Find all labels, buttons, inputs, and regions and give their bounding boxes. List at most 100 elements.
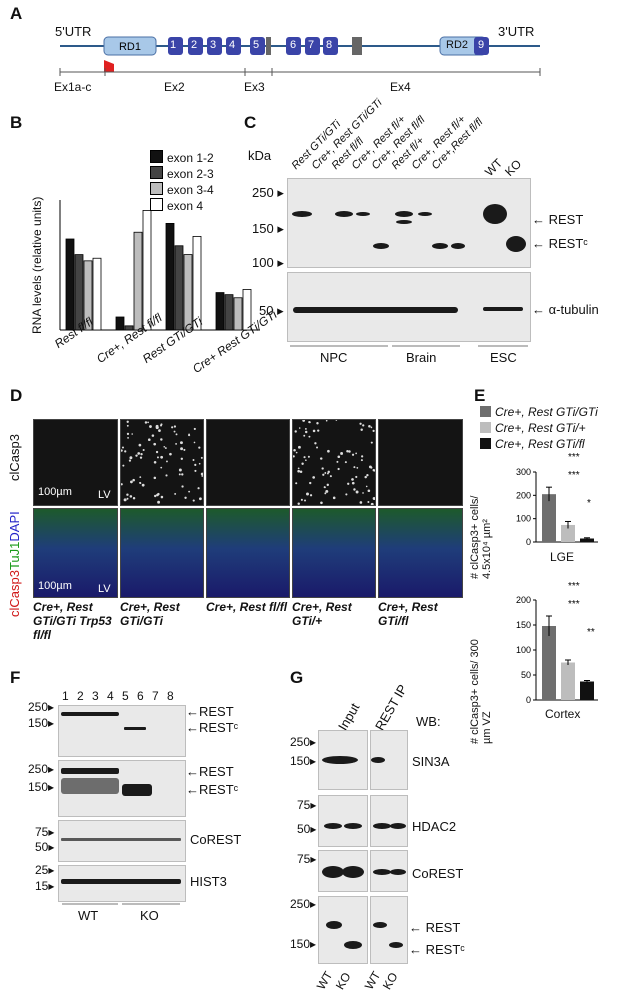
speckle bbox=[153, 442, 157, 446]
speckle bbox=[181, 473, 184, 476]
speckle bbox=[327, 470, 330, 474]
speckle bbox=[153, 461, 157, 464]
speckle bbox=[325, 489, 329, 493]
exon-8-label: 8 bbox=[326, 39, 333, 51]
blot-g-2b bbox=[370, 795, 408, 847]
speckle bbox=[372, 429, 375, 432]
speckle bbox=[192, 499, 195, 502]
gene-structure-diagram: RD1 bbox=[59, 36, 541, 76]
micrograph-r2c4 bbox=[292, 508, 376, 598]
speckle bbox=[156, 456, 159, 459]
legend-text: exon 4 bbox=[167, 199, 204, 213]
exon-3-box bbox=[207, 37, 222, 55]
speckle bbox=[314, 442, 317, 445]
d-scale-1: 100µm bbox=[38, 486, 72, 498]
f-group-wt: WT bbox=[78, 908, 99, 923]
speckle bbox=[155, 424, 159, 428]
e-xlabel-top: LGE bbox=[550, 550, 575, 564]
f-band-corest: CoREST bbox=[190, 832, 242, 847]
d-col-3: Cre+, Rest fl/fl bbox=[206, 600, 288, 614]
speckle bbox=[126, 432, 130, 436]
band bbox=[389, 942, 403, 948]
rd1-text: RD1 bbox=[119, 41, 141, 53]
rd1-box bbox=[103, 36, 157, 56]
speckle bbox=[321, 467, 324, 470]
lane-number: 3 bbox=[92, 689, 99, 703]
speckle bbox=[336, 460, 339, 463]
panel-d-label: D bbox=[10, 386, 23, 405]
b-bar bbox=[115, 316, 125, 331]
legend-swatch bbox=[150, 166, 163, 179]
micrograph-r1c2 bbox=[120, 419, 204, 506]
speckle bbox=[312, 476, 316, 479]
speckle bbox=[121, 446, 125, 449]
lane-number: 8 bbox=[167, 689, 174, 703]
speckle bbox=[326, 483, 329, 487]
panel-f-label: F bbox=[10, 668, 21, 687]
speckle bbox=[324, 486, 326, 489]
speckle bbox=[181, 485, 184, 488]
band bbox=[483, 204, 507, 224]
speckle bbox=[309, 494, 313, 497]
speckle bbox=[359, 501, 363, 504]
speckle bbox=[132, 496, 136, 500]
speckle bbox=[157, 500, 161, 504]
speckle bbox=[130, 480, 133, 484]
sig-label: * bbox=[587, 498, 591, 509]
speckle bbox=[154, 494, 157, 498]
speckle bbox=[320, 501, 323, 505]
band bbox=[418, 212, 432, 216]
exon-2-label: 2 bbox=[191, 39, 198, 51]
blot-c-bands bbox=[290, 204, 528, 347]
speckle bbox=[142, 448, 145, 452]
exon-6-label: 6 bbox=[290, 39, 297, 51]
e-bar bbox=[580, 538, 594, 542]
speckle bbox=[332, 496, 336, 500]
b-bar bbox=[183, 254, 193, 331]
speckle bbox=[193, 441, 196, 444]
panel-b-chart bbox=[59, 200, 260, 331]
g-marker-75a: 75▸ bbox=[297, 798, 317, 812]
speckle bbox=[188, 434, 191, 437]
blot-g-2 bbox=[318, 795, 368, 847]
speckle bbox=[173, 430, 176, 433]
speckle bbox=[192, 459, 195, 461]
ex3-label: Ex3 bbox=[244, 80, 265, 94]
speckle bbox=[298, 445, 301, 449]
b-bar bbox=[174, 245, 184, 331]
band bbox=[373, 243, 389, 249]
speckle bbox=[138, 443, 142, 447]
speckle bbox=[368, 424, 371, 428]
panel-g-label: G bbox=[290, 668, 304, 687]
speckle bbox=[295, 451, 298, 454]
lane-number: 2 bbox=[77, 689, 84, 703]
speckle bbox=[370, 502, 374, 505]
b-bar bbox=[83, 260, 93, 331]
tubulin-band bbox=[483, 307, 523, 311]
exon-4-label: 4 bbox=[229, 39, 236, 51]
speckle bbox=[361, 455, 364, 458]
kda-label: kDa bbox=[248, 148, 272, 163]
band bbox=[373, 869, 391, 875]
speckle bbox=[309, 481, 312, 485]
g-marker-75b: 75▸ bbox=[297, 852, 317, 866]
speckle bbox=[304, 430, 308, 434]
speckle bbox=[155, 450, 159, 454]
legend-text: Cre+, Rest GTi/fl bbox=[495, 437, 585, 451]
g-marker-50: 50▸ bbox=[297, 822, 317, 836]
d-col-5: Cre+, Rest GTi/fl bbox=[378, 600, 438, 628]
band bbox=[432, 243, 448, 249]
f-marker-15: 15▸ bbox=[35, 879, 55, 893]
speckle bbox=[126, 493, 129, 496]
speckle bbox=[340, 452, 344, 455]
speckle bbox=[294, 430, 297, 433]
b-bar bbox=[133, 231, 143, 331]
speckle bbox=[129, 495, 133, 498]
e-tick-label: 0 bbox=[526, 537, 531, 547]
speckle bbox=[201, 475, 203, 477]
e-legend-item-1: Cre+, Rest GTi/GTi bbox=[480, 404, 598, 420]
legend-item-exon23: exon 2-3 bbox=[150, 166, 214, 182]
band bbox=[292, 211, 312, 217]
e-tick-label: 200 bbox=[516, 595, 531, 605]
